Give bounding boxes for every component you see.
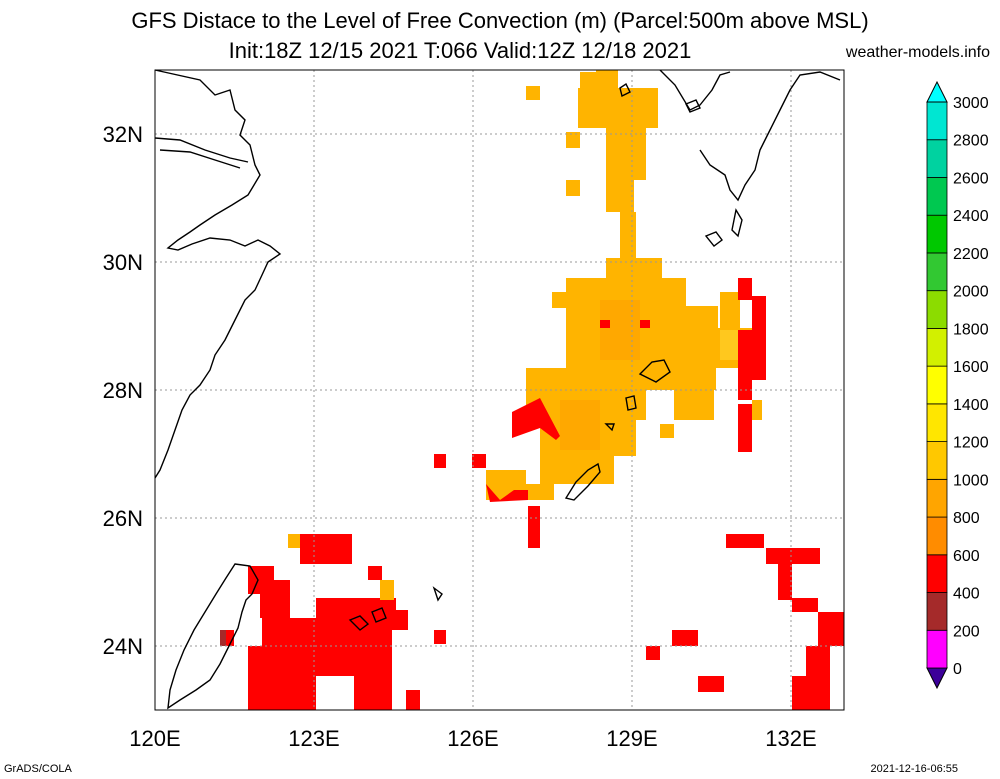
colorbar-label: 400	[953, 586, 980, 603]
taiwan-coast	[167, 563, 259, 710]
china-coast	[154, 69, 282, 479]
lat-tick-label: 24N	[103, 634, 143, 659]
japan-kyushu	[659, 69, 841, 202]
colorbar-segment	[926, 592, 948, 631]
goto-islands	[619, 82, 701, 113]
colorbar-under-arrow	[926, 667, 948, 690]
tanegashima	[731, 208, 743, 238]
axis-labels: 120E 123E 126E 129E 132E 24N 26N 28N 30N 32N	[103, 122, 817, 751]
lon-tick-label: 120E	[129, 726, 180, 751]
colorbar-label: 1200	[953, 435, 989, 452]
colorbar-label: 2200	[953, 246, 989, 263]
colorbar-segment	[926, 252, 948, 292]
colorbar-segment	[926, 403, 948, 443]
colorbar: 0 200 400 600 800 1000 1200 1400 1600 1800 2000 220…	[926, 80, 989, 690]
footer-software: GrADS/COLA	[4, 763, 72, 775]
colorbar-segment	[926, 101, 948, 141]
colorbar-label: 2800	[953, 133, 989, 150]
colorbar-segment	[926, 139, 948, 178]
colorbar-label: 0	[953, 661, 962, 678]
colorbar-label: 800	[953, 510, 980, 527]
small-island-3	[432, 586, 443, 602]
colorbar-label: 2000	[953, 284, 989, 301]
small-island-2	[604, 423, 615, 432]
source-credit: weather-models.info	[845, 44, 990, 61]
colorbar-label: 2600	[953, 170, 989, 187]
colorbar-segment	[926, 441, 948, 480]
colorbar-label: 1400	[953, 397, 989, 414]
map-subtitle: Init:18Z 12/15 2021 T:066 Valid:12Z 12/1…	[228, 38, 692, 63]
colorbar-segment	[926, 554, 948, 593]
colorbar-label: 1000	[953, 472, 989, 489]
lat-tick-label: 32N	[103, 122, 143, 147]
lon-tick-label: 123E	[288, 726, 339, 751]
ishigaki-island	[348, 607, 387, 631]
colorbar-label: 3000	[953, 95, 989, 112]
colorbar-segment	[926, 629, 948, 669]
map-frame	[154, 69, 845, 711]
yangtze-estuary	[154, 137, 249, 169]
colorbar-label: 2400	[953, 208, 989, 225]
colorbar-segment	[926, 478, 948, 518]
lat-tick-label: 30N	[103, 250, 143, 275]
colorbar-label: 200	[953, 623, 980, 640]
coastlines	[154, 69, 841, 710]
colorbar-label: 600	[953, 548, 980, 565]
footer-timestamp: 2021-12-16-06:55	[870, 763, 958, 775]
graticule	[155, 70, 844, 710]
map-title: GFS Distace to the Level of Free Convect…	[131, 8, 869, 33]
colorbar-over-arrow	[926, 80, 948, 103]
okinawa-island	[564, 462, 601, 501]
colorbar-segment	[926, 290, 948, 329]
colorbar-label: 1800	[953, 321, 989, 338]
yakushima	[704, 231, 723, 247]
lat-tick-label: 26N	[103, 506, 143, 531]
colorbar-segment	[926, 214, 948, 254]
lon-tick-label: 126E	[447, 726, 498, 751]
amami-island	[638, 359, 671, 383]
small-island-1	[625, 395, 637, 411]
colorbar-label: 1600	[953, 359, 989, 376]
colorbar-segment	[926, 516, 948, 556]
colorbar-segment	[926, 327, 948, 367]
lon-tick-label: 129E	[606, 726, 657, 751]
colorbar-segment	[926, 365, 948, 405]
lon-tick-label: 132E	[765, 726, 816, 751]
lat-tick-label: 28N	[103, 378, 143, 403]
colorbar-segment	[926, 177, 948, 216]
